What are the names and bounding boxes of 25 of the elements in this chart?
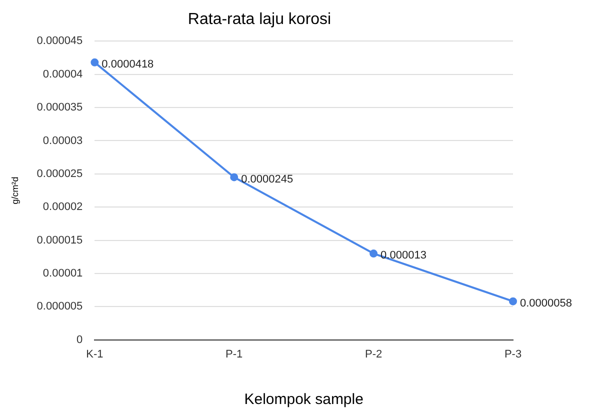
x-axis-title: Kelompok sample [244,391,364,408]
y-tick-label: 0.000005 [36,300,83,313]
point [90,58,99,66]
point [370,250,378,258]
x-tick-label: P-1 [226,348,243,360]
point [509,297,517,306]
y-tick-label: 0.00004 [42,68,83,80]
y-tick-label: 0.00003 [42,134,83,147]
x-tick-label: K-1 [86,348,104,360]
y-tick-label: 0.00002 [42,201,83,214]
y-tick-label: 0.000025 [36,168,83,180]
y-tick-label: 0.00001 [42,267,83,280]
data-label: 0.0000058 [520,297,572,310]
point [230,173,238,182]
data-label: 0.000013 [380,250,426,262]
x-tick-label: P-2 [364,348,382,360]
data-label: 0.0000418 [102,58,154,70]
chart-title: Rata-rata laju korosi [188,11,332,28]
y-tick-label: 0.000045 [36,35,83,48]
y-tick-label: 0.000035 [36,102,83,114]
y-tick-label: 0 [76,334,83,346]
data-label: 0.0000245 [241,173,294,186]
y-tick-label: 0.000015 [36,234,83,246]
x-tick-label: P-3 [504,348,522,360]
y-axis-title: g/cm²d [10,176,20,204]
